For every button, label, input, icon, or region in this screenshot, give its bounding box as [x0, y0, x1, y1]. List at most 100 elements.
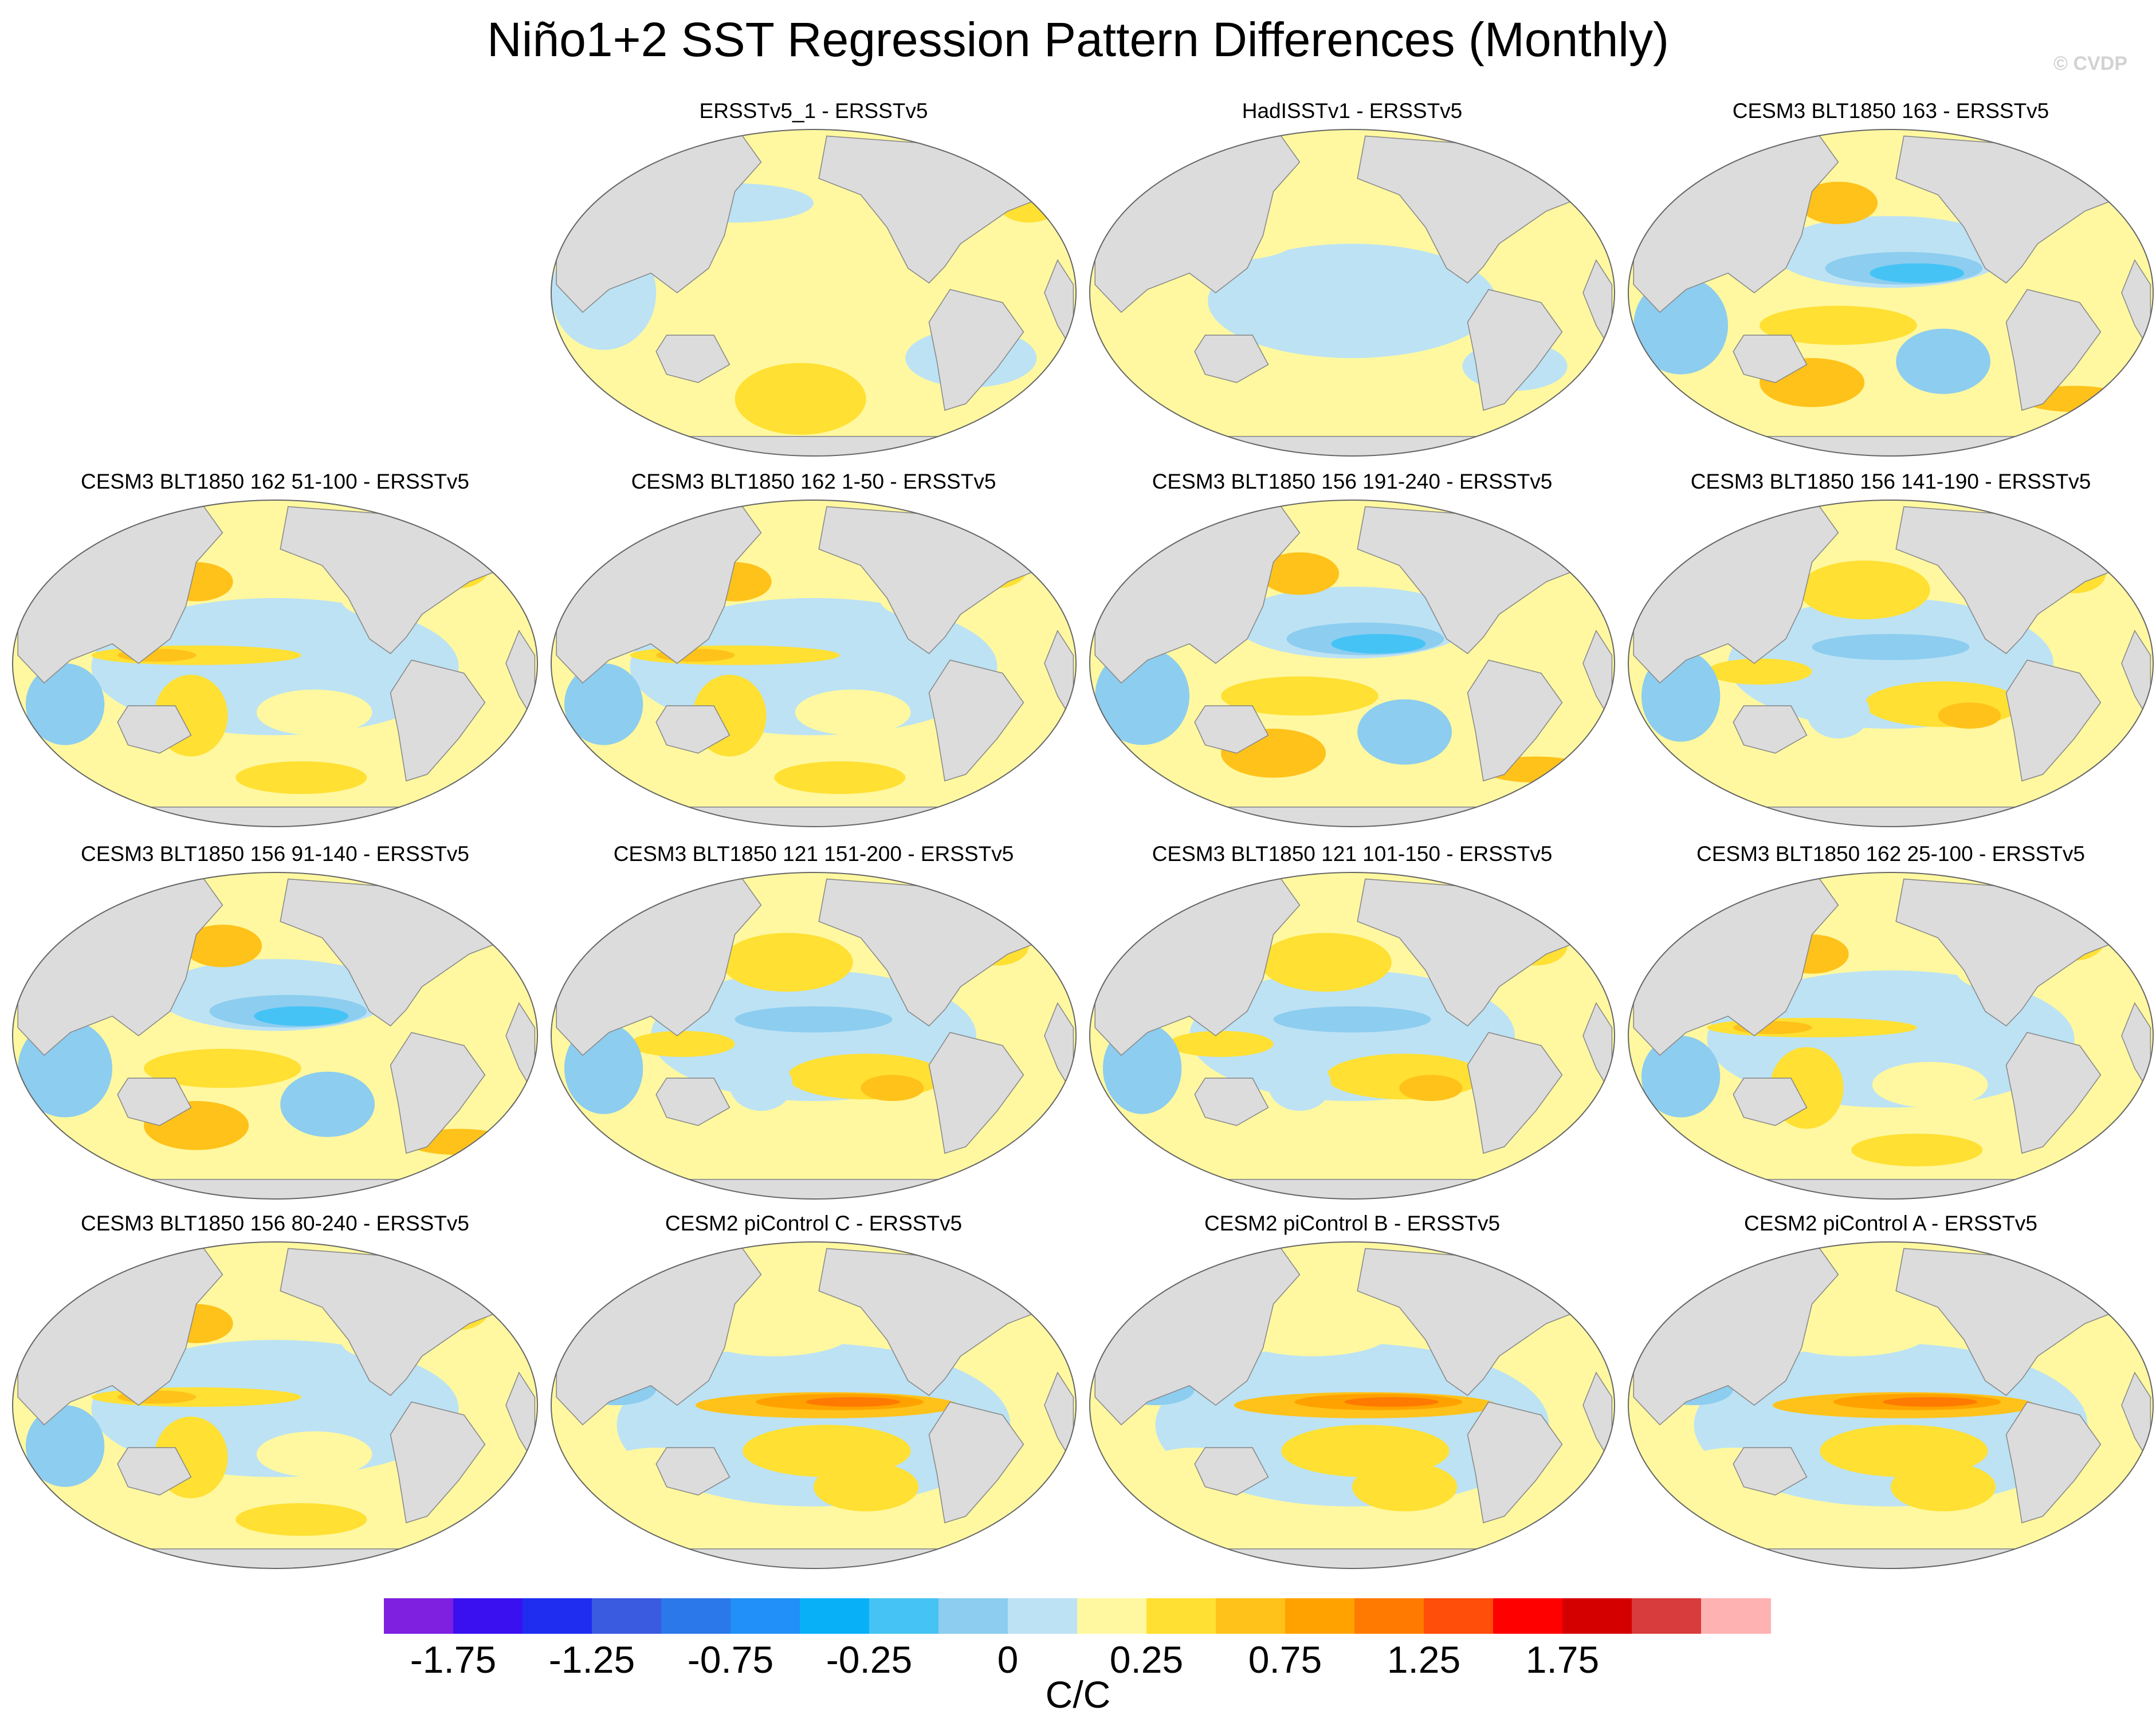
cvdp-watermark: © CVDP	[2053, 53, 2127, 74]
colorbar-swatch	[1285, 1598, 1355, 1634]
anomaly-contour	[1891, 1462, 1996, 1512]
anomaly-contour	[1352, 1462, 1458, 1512]
panel-title: CESM3 BLT1850 162 1-50 - ERSSTv5	[631, 470, 996, 493]
anomaly-contour	[735, 1006, 893, 1033]
landmass-samer	[1467, 1401, 1563, 1524]
colorbar	[384, 1598, 1771, 1634]
anomaly-contour	[1273, 1006, 1431, 1033]
map-border	[551, 1241, 1077, 1569]
anomaly-contour	[1807, 686, 1870, 739]
anomaly-contour	[280, 1071, 375, 1137]
landmass-austr	[1194, 335, 1269, 383]
anomaly-contour	[1331, 634, 1426, 654]
anomaly-contour	[708, 1117, 866, 1157]
panel-title: CESM3 BLT1850 121 101-150 - ERSSTv5	[1152, 842, 1553, 866]
anomaly-contour	[1641, 1036, 1721, 1118]
anomaly-contour	[1344, 1397, 1439, 1407]
panel-title: CESM3 BLT1850 163 - ERSSTv5	[1732, 99, 2049, 123]
map-panel: CESM3 BLT1850 121 101-150 - ERSSTv5	[1089, 839, 1616, 1217]
landmass-antarc	[13, 1548, 537, 1568]
anomaly-contour	[1260, 933, 1392, 992]
map-panel: ERSSTv5_1 - ERSSTv5	[550, 96, 1077, 474]
map-panel: CESM2 piControl A - ERSSTv5	[1627, 1209, 2154, 1587]
landmass-austr	[117, 1078, 192, 1126]
colorbar-swatch	[1146, 1598, 1216, 1634]
colorbar-swatch	[1354, 1598, 1424, 1634]
anomaly-contour	[1247, 1117, 1405, 1157]
map-panel: CESM3 BLT1850 156 80-240 - ERSSTv5	[11, 1209, 539, 1587]
anomaly-contour	[564, 663, 643, 745]
regression-map	[1089, 500, 1615, 827]
colorbar-swatch	[1077, 1598, 1147, 1634]
colorbar-swatch	[800, 1598, 870, 1634]
anomaly-contour	[1168, 1031, 1274, 1057]
anomaly-contour	[735, 363, 866, 435]
map-panel: CESM3 BLT1850 121 151-200 - ERSSTv5	[550, 839, 1077, 1217]
panel-title: CESM3 BLT1850 156 141-190 - ERSSTv5	[1690, 470, 2091, 493]
anomaly-contour	[1234, 1307, 1392, 1357]
anomaly-contour	[25, 663, 105, 745]
panel-title: CESM2 piControl A - ERSSTv5	[1743, 1212, 2038, 1235]
landmass-antarc	[1090, 1548, 1615, 1568]
landmass-austr	[1733, 705, 1808, 754]
landmass-antarc	[1628, 436, 2153, 456]
anomaly-contour	[1798, 182, 1878, 225]
landmass-austr	[117, 705, 192, 754]
landmass-austr	[1194, 1078, 1269, 1126]
anomaly-contour	[630, 1031, 735, 1057]
landmass-samer	[928, 659, 1024, 782]
map-panel: CESM3 BLT1850 162 25-100 - ERSSTv5	[1627, 839, 2154, 1217]
map-border	[1089, 500, 1615, 827]
anomaly-contour	[256, 1431, 372, 1477]
anomaly-contour	[144, 1048, 301, 1088]
colorbar-tick-label: 0.75	[1248, 1638, 1322, 1681]
colorbar-swatch	[661, 1598, 731, 1634]
regression-map	[551, 129, 1077, 457]
map-border	[551, 129, 1077, 457]
panel-title: ERSSTv5_1 - ERSSTv5	[699, 99, 928, 123]
panel-title: CESM3 BLT1850 121 151-200 - ERSSTv5	[613, 842, 1014, 866]
colorbar-swatch	[1701, 1598, 1771, 1634]
anomaly-contour	[1357, 699, 1452, 765]
regression-map	[1089, 129, 1615, 457]
regression-map	[1628, 1241, 2154, 1569]
panel-title: CESM3 BLT1850 156 91-140 - ERSSTv5	[81, 842, 469, 866]
anomaly-contour	[1872, 1061, 1988, 1108]
colorbar-swatch	[1008, 1598, 1078, 1634]
anomaly-contour	[814, 1462, 919, 1512]
anomaly-contour	[1851, 1134, 1983, 1166]
anomaly-contour	[1221, 676, 1379, 716]
panel-title: CESM2 piControl B - ERSSTv5	[1204, 1212, 1501, 1235]
landmass-samer	[1467, 289, 1563, 411]
map-border	[551, 500, 1077, 827]
anomaly-contour	[729, 1058, 793, 1111]
landmass-samer	[2005, 1401, 2102, 1524]
map-panel: CESM3 BLT1850 163 - ERSSTv5	[1627, 96, 2154, 474]
map-panel: CESM3 BLT1850 162 1-50 - ERSSTv5	[550, 467, 1077, 845]
landmass-samer	[390, 659, 486, 782]
anomaly-contour	[1707, 658, 1812, 685]
anomaly-contour	[1785, 745, 1943, 784]
landmass-antarc	[551, 436, 1076, 456]
anomaly-contour	[1812, 634, 1970, 660]
colorbar-swatch	[384, 1598, 454, 1634]
map-border	[1089, 129, 1615, 457]
anomaly-contour	[183, 925, 262, 968]
panel-title: CESM3 BLT1850 162 51-100 - ERSSTv5	[81, 470, 469, 493]
anomaly-contour	[721, 933, 853, 992]
map-panel: CESM3 BLT1850 156 91-140 - ERSSTv5	[11, 839, 539, 1217]
colorbar-tick-label: -0.25	[826, 1638, 913, 1681]
anomaly-contour	[651, 211, 976, 359]
colorbar-swatch	[938, 1598, 1008, 1634]
map-border	[551, 872, 1077, 1200]
anomaly-contour	[1896, 328, 1990, 394]
anomaly-contour	[795, 689, 911, 736]
colorbar-swatch	[523, 1598, 592, 1634]
colorbar-tick-label: 1.75	[1525, 1638, 1600, 1681]
landmass-austr	[117, 1447, 192, 1496]
figure-title: Niño1+2 SST Regression Pattern Differenc…	[487, 13, 1669, 66]
colorbar-tick-label: 0.25	[1109, 1638, 1184, 1681]
anomaly-contour	[1870, 263, 1965, 283]
landmass-austr	[1194, 705, 1269, 754]
panel-title: CESM3 BLT1850 156 80-240 - ERSSTv5	[81, 1212, 469, 1235]
